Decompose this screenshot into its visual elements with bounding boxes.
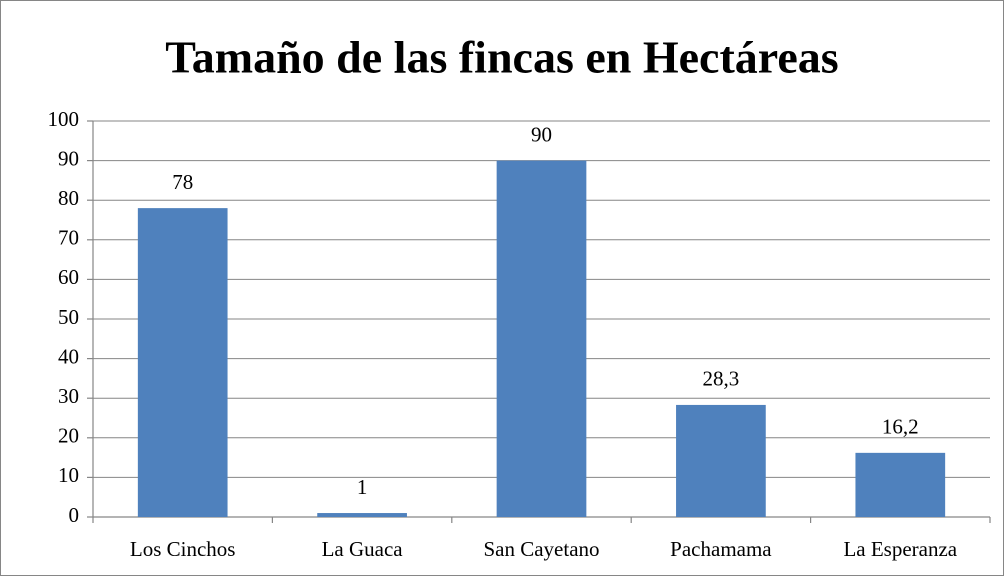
chart-title: Tamaño de las fincas en Hectáreas: [165, 32, 838, 83]
data-label: 16,2: [882, 415, 919, 439]
y-tick-label: 50: [58, 305, 79, 329]
y-tick-label: 100: [48, 107, 80, 131]
x-tick-label: Pachamama: [670, 537, 772, 561]
data-label: 28,3: [703, 367, 740, 391]
x-tick-label: La Esperanza: [843, 537, 957, 561]
y-tick-label: 80: [58, 186, 79, 210]
bar: [855, 452, 946, 517]
x-tick-label: San Cayetano: [483, 537, 599, 561]
y-tick-label: 20: [58, 424, 79, 448]
bar: [496, 160, 587, 517]
bar: [676, 404, 766, 517]
y-tick-label: 60: [58, 265, 79, 289]
y-tick-label: 40: [58, 344, 79, 368]
y-tick-label: 90: [58, 146, 79, 170]
x-tick-label: La Guaca: [322, 537, 404, 561]
y-tick-label: 70: [58, 226, 79, 250]
data-label: 90: [531, 122, 552, 146]
data-label: 1: [357, 475, 368, 499]
bar: [317, 513, 407, 517]
bar: [137, 208, 228, 517]
y-tick-label: 0: [69, 503, 80, 527]
data-label: 78: [172, 170, 193, 194]
y-tick-label: 30: [58, 384, 79, 408]
x-tick-label: Los Cinchos: [130, 537, 236, 561]
y-tick-label: 10: [58, 463, 79, 487]
